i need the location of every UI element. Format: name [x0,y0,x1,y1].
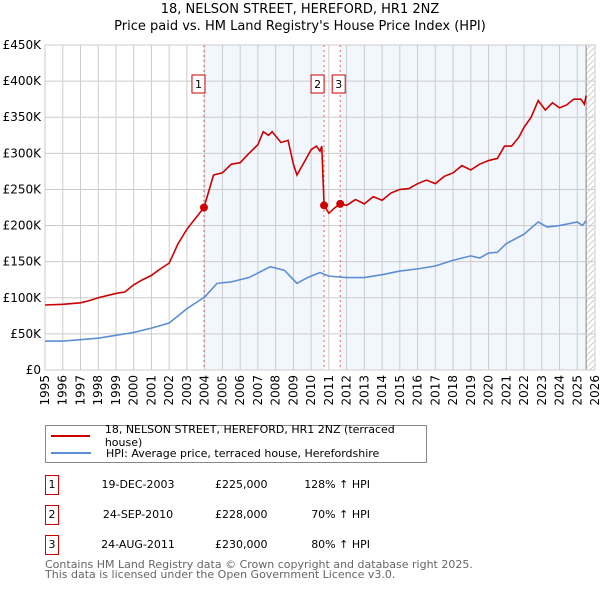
x-tick-label: 2001 [144,375,158,406]
x-tick-label: 2009 [286,375,300,406]
x-tick-label: 2022 [517,375,531,406]
y-tick-label: £0 [26,363,41,377]
sale-badge-label: 1 [195,78,202,91]
y-tick-label: £350K [3,110,43,124]
shaded-region [203,45,325,370]
sale-badge [331,74,346,94]
sale-date: 24-AUG-2011 [101,538,175,551]
x-tick-label: 2004 [198,375,212,406]
footer-line-2: This data is licensed under the Open Gov… [45,568,396,581]
y-tick-label: £250K [3,182,43,196]
y-tick-label: £100K [3,291,43,305]
x-tick-label: 2017 [428,375,442,406]
y-tick-label: £50K [10,327,42,341]
y-tick-label: £200K [3,219,43,233]
sale-point [320,201,329,210]
sale-date: 19-DEC-2003 [101,478,175,491]
x-tick-label: 2019 [464,375,478,406]
future-hatch [586,45,595,370]
x-tick-label: 2014 [375,375,389,406]
chart-subtitle: Price paid vs. HM Land Registry's House … [114,19,486,34]
sale-point [336,199,345,208]
legend-swatch-red [51,435,90,437]
series-line-hpi [45,220,587,342]
plot-area: 1995 1996 1997 1998 1999 2000 2001 2002 2003 2004… [3,38,600,406]
x-tick-label: 2003 [180,375,194,406]
x-tick-label: 2012 [340,375,354,406]
x-tick-label: 2011 [322,375,336,406]
chart-title: 18, NELSON STREET, HEREFORD, HR1 2NZ [160,2,440,17]
sale-row: 3 24-AUG-2011 £230,000 80% ↑ HPI [45,535,445,555]
x-tick-label: 2007 [251,375,265,406]
x-tick-label: 1995 [38,375,52,406]
x-tick-label: 1996 [56,375,70,406]
sale-row: 2 24-SEP-2010 £228,000 70% ↑ HPI [45,505,445,525]
sale-hpi-change: 70% ↑ HPI [311,508,370,521]
legend-label: 18, NELSON STREET, HEREFORD, HR1 2NZ (te… [104,423,395,449]
sale-badge-label: 3 [335,78,342,91]
sale-price: £230,000 [215,538,268,551]
x-tick-label: 2010 [304,375,318,406]
x-tick-label: 2020 [482,375,496,406]
x-tick-label: 2016 [411,375,425,406]
series-line-property [44,95,587,306]
x-tick-label: 2005 [215,375,229,406]
y-tick-label: £450K [3,38,43,52]
x-tick-label: 1997 [73,375,87,406]
plot-border [44,44,596,371]
legend-item-property: 18, NELSON STREET, HEREFORD, HR1 2NZ (te… [46,423,426,449]
sale-badge: 2 [45,505,59,525]
x-tick-label: 2025 [570,375,584,406]
x-tick-label: 1999 [109,375,123,406]
x-tick-label: 2000 [127,375,141,406]
sale-hpi-change: 128% ↑ HPI [304,478,370,491]
sale-badge: 1 [45,475,59,495]
legend: 18, NELSON STREET, HEREFORD, HR1 2NZ (te… [45,423,427,463]
x-tick-label: 2013 [357,375,371,406]
x-tick-label: 2015 [393,375,407,406]
sale-badge [191,74,206,94]
sale-badge-label: 2 [314,78,321,91]
x-tick-label: 2018 [446,375,460,406]
y-tick-label: £400K [3,74,43,88]
x-tick-label: 2002 [162,375,176,406]
legend-swatch-blue [51,452,91,454]
footer-line-1: Contains HM Land Registry data © Crown c… [45,558,473,571]
legend-label: HPI: Average price, terraced house, Here… [106,446,380,460]
sale-date: 24-SEP-2010 [102,508,174,521]
x-tick-label: 2008 [269,375,283,406]
x-tick-label: 2006 [233,375,247,406]
footer: Contains HM Land Registry data © Crown c… [45,558,473,581]
x-tick-label: 2024 [553,375,567,406]
sale-row: 1 19-DEC-2003 £225,000 128% ↑ HPI [45,475,445,495]
sale-badge [310,74,325,94]
sale-price: £228,000 [215,508,268,521]
x-tick-label: 2026 [588,375,600,406]
y-tick-label: £300K [3,146,43,160]
shaded-region [340,45,587,370]
legend-item-hpi: HPI: Average price, terraced house, Here… [46,445,379,461]
x-tick-label: 2023 [535,375,549,406]
y-tick-label: £150K [3,255,43,269]
sale-price: £225,000 [215,478,268,491]
sale-badge: 3 [45,535,59,555]
sale-hpi-change: 80% ↑ HPI [311,538,370,551]
sale-point [199,203,208,212]
x-tick-label: 1998 [91,375,105,406]
x-tick-label: 2021 [499,375,513,406]
